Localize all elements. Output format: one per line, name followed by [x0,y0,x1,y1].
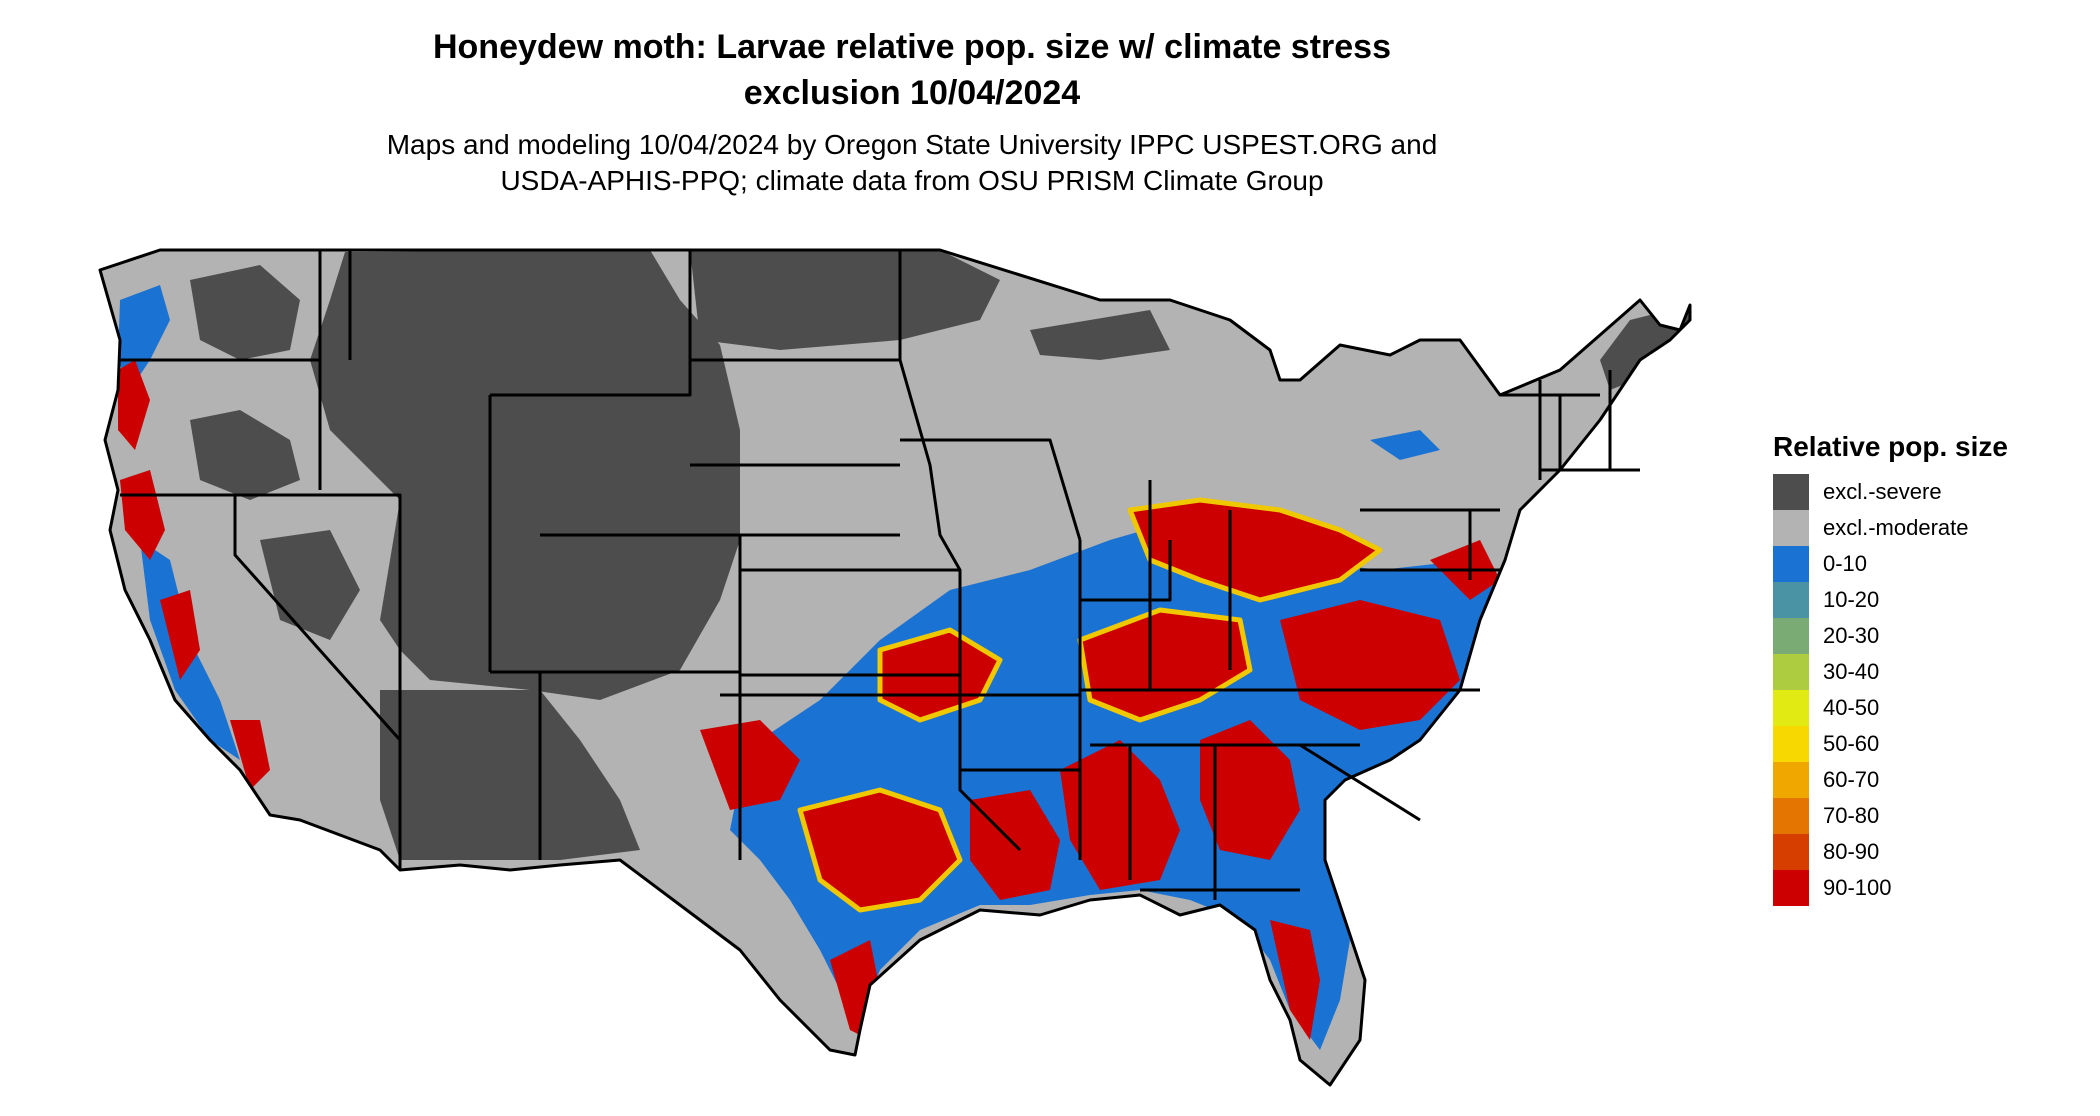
legend-item-10-20: 10-20 [1773,582,2073,618]
legend-label: 40-50 [1823,695,1880,720]
legend-item-40-50: 40-50 [1773,690,2073,726]
map-title-line-1: Honeydew moth: Larvae relative pop. size… [432,28,1391,66]
legend-label: 80-90 [1823,839,1880,864]
legend-label: 60-70 [1823,767,1880,792]
legend-swatch [1773,762,1809,798]
legend-label: excl.-severe [1823,479,1942,504]
legend-swatch [1773,690,1809,726]
legend-label: 90-100 [1823,875,1892,900]
legend-swatch [1773,654,1809,690]
legend-label: 0-10 [1823,551,1868,576]
legend-item-50-60: 50-60 [1773,726,2073,762]
legend-item-90-100: 90-100 [1773,870,2073,906]
legend-swatch [1773,870,1809,906]
legend-swatch [1773,834,1809,870]
legend-swatch [1773,726,1809,762]
legend-swatch [1773,546,1809,582]
map-title: Honeydew moth: Larvae relative pop. size… [0,24,1824,116]
legend-item-excl-moderate: excl.-moderate [1773,510,2073,546]
map-subtitle: Maps and modeling 10/04/2024 by Oregon S… [0,127,1824,199]
legend-swatch [1773,618,1809,654]
legend-swatch [1773,474,1809,510]
legend-swatch [1773,582,1809,618]
legend-item-60-70: 60-70 [1773,762,2073,798]
legend-label: 50-60 [1823,731,1880,756]
legend-swatch [1773,510,1809,546]
legend-swatch [1773,798,1809,834]
legend-item-20-30: 20-30 [1773,618,2073,654]
map-subtitle-line-1: Maps and modeling 10/04/2024 by Oregon S… [386,129,1438,160]
legend: Relative pop. size excl.-severe excl.-mo… [1773,430,2073,906]
legend-label: 20-30 [1823,623,1880,648]
map-subtitle-line-2: USDA-APHIS-PPQ; climate data from OSU PR… [500,165,1324,196]
legend-item-80-90: 80-90 [1773,834,2073,870]
legend-label: excl.-moderate [1823,515,1969,540]
legend-label: 10-20 [1823,587,1880,612]
legend-item-excl-severe: excl.-severe [1773,474,2073,510]
legend-item-0-10: 0-10 [1773,546,2073,582]
legend-item-70-80: 70-80 [1773,798,2073,834]
legend-label: 70-80 [1823,803,1880,828]
legend-label: 30-40 [1823,659,1880,684]
legend-title: Relative pop. size [1773,431,2008,462]
map-title-line-2: exclusion 10/04/2024 [743,74,1081,112]
legend-item-30-40: 30-40 [1773,654,2073,690]
